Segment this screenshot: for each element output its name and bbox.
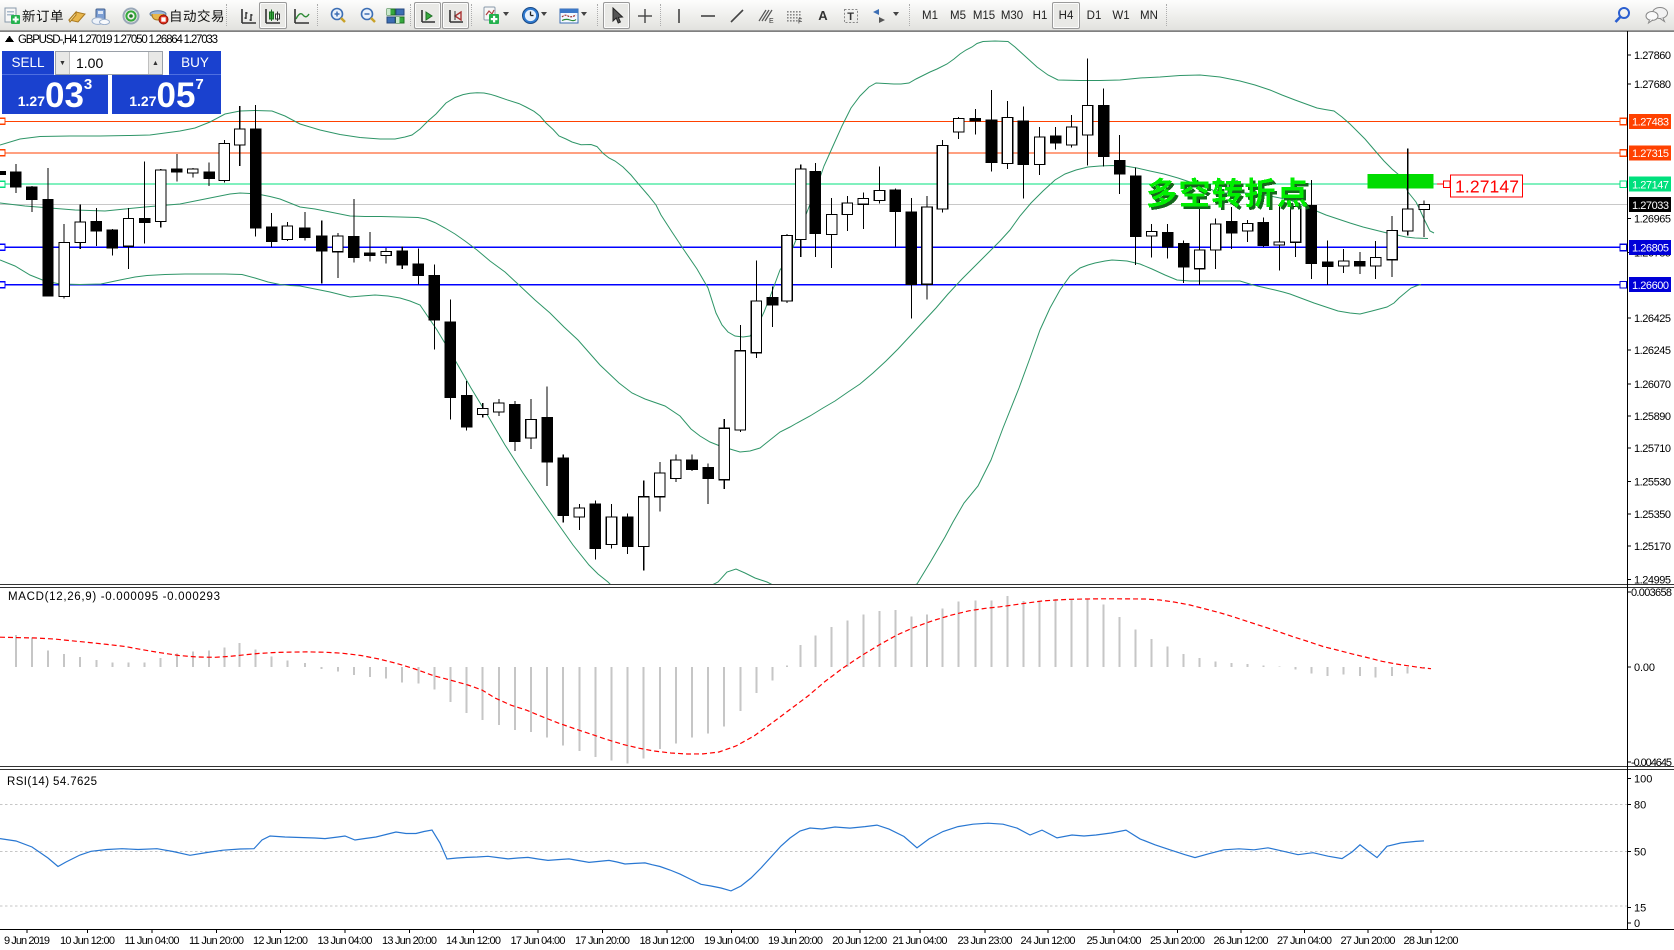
svg-text:27 Jun 20:00: 27 Jun 20:00 <box>1341 935 1396 947</box>
svg-text:24 Jun 12:00: 24 Jun 12:00 <box>1021 935 1076 947</box>
svg-text:14 Jun 12:00: 14 Jun 12:00 <box>446 935 501 947</box>
svg-text:20 Jun 12:00: 20 Jun 12:00 <box>832 935 887 947</box>
svg-text:1.25170: 1.25170 <box>1634 541 1671 553</box>
svg-text:1.25710: 1.25710 <box>1634 443 1671 455</box>
svg-text:1.25890: 1.25890 <box>1634 411 1671 423</box>
svg-text:1.27147: 1.27147 <box>1632 179 1669 191</box>
svg-text:1.26600: 1.26600 <box>1632 280 1669 292</box>
svg-text:0: 0 <box>1634 918 1640 930</box>
svg-text:11 Jun 04:00: 11 Jun 04:00 <box>125 935 180 947</box>
svg-text:1.27483: 1.27483 <box>1632 117 1669 129</box>
svg-text:1.26070: 1.26070 <box>1634 379 1671 391</box>
svg-text:100: 100 <box>1634 774 1652 786</box>
svg-text:11 Jun 20:00: 11 Jun 20:00 <box>189 935 244 947</box>
svg-text:13 Jun 04:00: 13 Jun 04:00 <box>318 935 373 947</box>
svg-text:RSI(14) 54.7625: RSI(14) 54.7625 <box>7 776 97 788</box>
svg-text:15: 15 <box>1634 903 1646 915</box>
svg-text:E: E <box>769 18 774 25</box>
svg-text:1.27315: 1.27315 <box>1632 148 1669 160</box>
svg-text:19 Jun 20:00: 19 Jun 20:00 <box>768 935 823 947</box>
svg-text:1.27680: 1.27680 <box>1634 79 1671 91</box>
svg-text:1.24995: 1.24995 <box>1634 575 1671 587</box>
svg-text:1.25530: 1.25530 <box>1634 477 1671 489</box>
svg-text:0.00: 0.00 <box>1634 662 1655 674</box>
svg-text:1.26965: 1.26965 <box>1634 214 1671 226</box>
svg-text:1.27147: 1.27147 <box>1455 177 1519 197</box>
svg-text:80: 80 <box>1634 800 1646 812</box>
svg-text:F: F <box>798 18 802 25</box>
svg-text:17 Jun 20:00: 17 Jun 20:00 <box>575 935 630 947</box>
svg-text:0.003658: 0.003658 <box>1631 587 1672 599</box>
svg-text:18 Jun 12:00: 18 Jun 12:00 <box>640 935 695 947</box>
svg-text:-0.004645: -0.004645 <box>1631 757 1672 769</box>
svg-text:12 Jun 12:00: 12 Jun 12:00 <box>253 935 308 947</box>
svg-text:1.26805: 1.26805 <box>1632 243 1669 255</box>
svg-text:27 Jun 04:00: 27 Jun 04:00 <box>1277 935 1332 947</box>
svg-text:26 Jun 12:00: 26 Jun 12:00 <box>1214 935 1269 947</box>
svg-text:21 Jun 04:00: 21 Jun 04:00 <box>893 935 948 947</box>
svg-text:25 Jun 20:00: 25 Jun 20:00 <box>1150 935 1205 947</box>
svg-text:1.26245: 1.26245 <box>1634 345 1671 357</box>
svg-text:13 Jun 20:00: 13 Jun 20:00 <box>382 935 437 947</box>
svg-text:GBPUSD-,H4 1.27019 1.27050 1.: GBPUSD-,H4 1.27019 1.27050 1.26864 1.270… <box>18 34 218 46</box>
svg-text:1.26425: 1.26425 <box>1634 313 1671 325</box>
svg-text:1.27033: 1.27033 <box>1632 200 1669 212</box>
svg-text:1.25350: 1.25350 <box>1634 509 1671 521</box>
svg-text:17 Jun 04:00: 17 Jun 04:00 <box>511 935 566 947</box>
svg-text:9 Jun 2019: 9 Jun 2019 <box>4 935 50 947</box>
svg-text:25 Jun 04:00: 25 Jun 04:00 <box>1087 935 1142 947</box>
svg-text:T: T <box>847 11 854 23</box>
svg-text:MACD(12,26,9) -0.000095 -0.000: MACD(12,26,9) -0.000095 -0.000293 <box>8 591 220 603</box>
svg-text:19 Jun 04:00: 19 Jun 04:00 <box>704 935 759 947</box>
svg-text:28 Jun 12:00: 28 Jun 12:00 <box>1404 935 1459 947</box>
svg-text:50: 50 <box>1634 847 1646 859</box>
svg-text:1.27860: 1.27860 <box>1634 50 1671 62</box>
svg-text:23 Jun 23:00: 23 Jun 23:00 <box>958 935 1013 947</box>
svg-text:10 Jun 12:00: 10 Jun 12:00 <box>60 935 115 947</box>
